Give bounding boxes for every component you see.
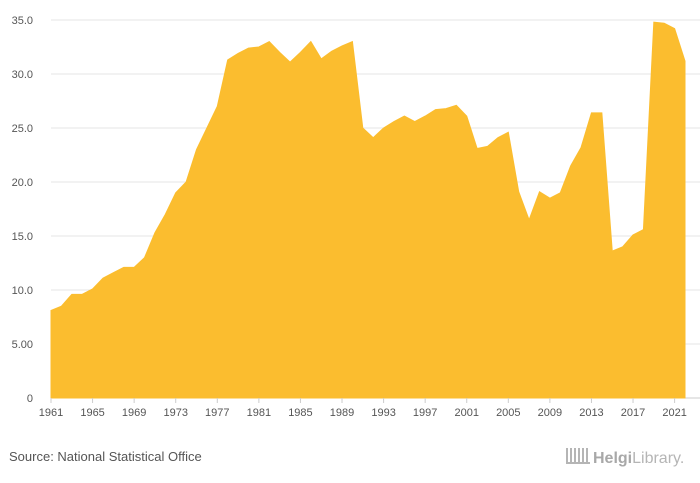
data-point — [70, 292, 74, 296]
data-point — [236, 51, 240, 55]
data-point — [371, 136, 375, 140]
data-point — [423, 114, 427, 118]
data-point — [610, 249, 614, 253]
data-point — [153, 231, 157, 235]
data-point — [548, 196, 552, 200]
data-point — [641, 228, 645, 232]
data-point — [496, 136, 500, 140]
data-point — [537, 190, 541, 194]
data-point — [80, 292, 84, 296]
data-point — [475, 147, 479, 151]
data-point — [652, 20, 656, 24]
data-point — [195, 148, 199, 152]
data-point — [101, 276, 105, 280]
data-point — [350, 40, 354, 44]
data-point — [215, 104, 219, 108]
y-tick-label: 0 — [27, 393, 33, 405]
helgi-library-logo: HelgiLibrary. — [566, 448, 684, 468]
data-point — [558, 191, 562, 195]
x-tick-label: 2009 — [538, 407, 562, 419]
brand-suffix: Library. — [632, 450, 685, 467]
data-point — [246, 46, 250, 50]
x-tick-label: 1997 — [413, 407, 437, 419]
x-tick-label: 2017 — [621, 407, 645, 419]
data-point — [527, 218, 531, 222]
data-point — [278, 50, 282, 54]
data-point — [132, 265, 136, 269]
data-point — [444, 107, 448, 111]
data-point — [662, 21, 666, 25]
data-point — [402, 114, 406, 118]
data-point — [683, 59, 687, 63]
x-axis-ticks: 1961 1965 1969 1973 1977 1981 1985 1989 1993 1997… — [39, 398, 687, 419]
data-point — [413, 120, 417, 124]
data-point — [226, 58, 230, 62]
data-point — [122, 265, 126, 269]
y-tick-label: 20.0 — [12, 177, 33, 189]
data-point — [257, 45, 261, 49]
x-tick-label: 1973 — [163, 407, 187, 419]
data-point — [174, 191, 178, 195]
x-tick-label: 2013 — [579, 407, 603, 419]
y-axis-ticks: 0 5.00 10.0 15.0 20.0 25.0 30.0 35.0 — [12, 15, 33, 405]
data-point — [506, 130, 510, 134]
y-tick-label: 30.0 — [12, 69, 33, 81]
x-tick-label: 1989 — [330, 407, 354, 419]
x-tick-label: 1977 — [205, 407, 229, 419]
data-point — [465, 114, 469, 118]
data-point — [184, 180, 188, 184]
data-point — [267, 40, 271, 44]
data-point — [434, 108, 438, 112]
y-tick-label: 35.0 — [12, 15, 33, 27]
x-tick-label: 2001 — [454, 407, 478, 419]
data-point — [600, 111, 604, 115]
data-point — [579, 145, 583, 149]
data-point — [340, 44, 344, 48]
x-tick-label: 1965 — [80, 407, 104, 419]
x-tick-label: 1985 — [288, 407, 312, 419]
data-point — [382, 126, 386, 130]
data-point — [319, 57, 323, 61]
data-point — [631, 233, 635, 237]
data-point — [91, 287, 95, 291]
source-note: Source: National Statistical Office — [9, 449, 202, 464]
data-point — [309, 40, 313, 44]
data-point — [517, 190, 521, 194]
data-point — [454, 103, 458, 107]
data-point — [621, 245, 625, 249]
x-tick-label: 1961 — [39, 407, 63, 419]
data-point — [392, 120, 396, 124]
x-tick-label: 1969 — [122, 407, 146, 419]
data-point — [59, 304, 63, 308]
x-tick-label: 2005 — [496, 407, 520, 419]
data-point — [111, 271, 115, 275]
data-point — [361, 126, 365, 130]
library-building-icon — [566, 448, 590, 464]
x-tick-label: 2021 — [662, 407, 686, 419]
data-point — [288, 60, 292, 64]
y-tick-label: 5.00 — [12, 339, 33, 351]
data-point — [589, 111, 593, 115]
data-point — [298, 50, 302, 54]
data-point — [673, 27, 677, 31]
brand-prefix: Helgi — [593, 450, 633, 467]
data-point — [330, 49, 334, 53]
data-point — [569, 164, 573, 168]
data-point — [143, 256, 147, 260]
area-fill — [50, 21, 686, 399]
y-tick-label: 15.0 — [12, 231, 33, 243]
y-tick-label: 10.0 — [12, 285, 33, 297]
y-tick-label: 25.0 — [12, 123, 33, 135]
x-tick-label: 1993 — [371, 407, 395, 419]
area-series — [49, 20, 687, 399]
data-point — [205, 126, 209, 130]
x-tick-label: 1981 — [247, 407, 271, 419]
data-point — [163, 212, 167, 216]
data-point — [486, 144, 490, 148]
data-point — [49, 309, 53, 313]
